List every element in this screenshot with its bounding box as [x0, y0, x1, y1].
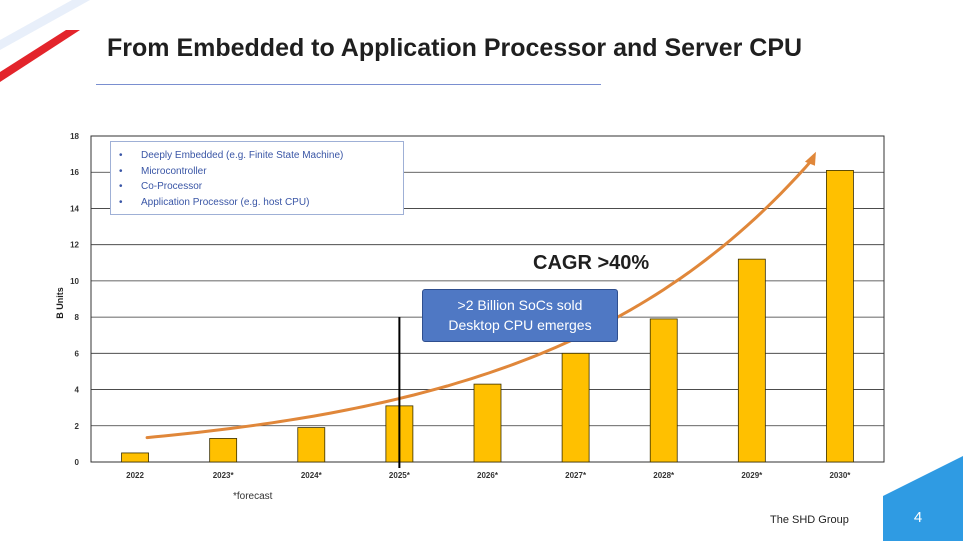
page-number-corner — [883, 456, 963, 541]
y-tick-label: 14 — [70, 204, 79, 213]
light-blue-stripe — [0, 0, 90, 50]
legend-item: • Deeply Embedded (e.g. Finite State Mach… — [119, 150, 344, 161]
y-tick-label: 12 — [70, 241, 79, 250]
x-tick-label: 2029* — [741, 471, 763, 480]
x-tick-label: 2024* — [301, 471, 323, 480]
title-underline — [96, 84, 601, 85]
callout-line-1: >2 Billion SoCs sold — [457, 297, 583, 313]
legend-item: • Application Processor (e.g. host CPU) — [119, 196, 310, 208]
bar — [826, 170, 854, 463]
y-tick-label: 0 — [75, 458, 80, 467]
trend-arrowhead — [804, 151, 816, 166]
corner-decoration — [0, 0, 90, 82]
slide-title: From Embedded to Application Processor a… — [107, 34, 803, 62]
legend-item: • Co-Processor — [119, 181, 203, 192]
y-tick-label: 8 — [75, 313, 80, 322]
y-tick-label: 18 — [70, 132, 79, 141]
cagr-annotation: CAGR >40% — [533, 252, 650, 274]
cagr-trend-line — [145, 156, 816, 440]
red-stripe — [0, 30, 80, 82]
y-axis-label: B Units — [55, 287, 65, 319]
bar — [121, 452, 149, 463]
legend-item: • Microcontroller — [119, 165, 207, 177]
soc-callout: >2 Billion SoCs sold Desktop CPU emerges — [422, 289, 618, 342]
footer-brand: The SHD Group — [770, 514, 849, 526]
forecast-note: *forecast — [233, 491, 273, 502]
page-number: 4 — [913, 509, 923, 526]
y-tick-label: 6 — [75, 349, 80, 358]
bar — [297, 427, 326, 463]
y-tick-label: 2 — [75, 422, 80, 431]
x-tick-label: 2027* — [565, 471, 587, 480]
x-tick-label: 2028* — [653, 471, 675, 480]
blue-corner-shape — [883, 456, 963, 541]
bar — [473, 383, 502, 463]
bar — [561, 352, 590, 463]
bar — [737, 258, 766, 463]
x-tick-label: 2025* — [389, 471, 411, 480]
y-tick-label: 4 — [75, 386, 80, 395]
y-tick-label: 16 — [70, 168, 79, 177]
bar — [209, 438, 238, 463]
x-tick-label: 2030* — [829, 471, 851, 480]
x-tick-label: 2022 — [126, 471, 144, 480]
x-tick-label: 2026* — [477, 471, 499, 480]
y-tick-label: 10 — [70, 277, 79, 286]
bar — [649, 318, 678, 463]
legend: • Deeply Embedded (e.g. Finite State Mach… — [110, 141, 404, 215]
callout-line-2: Desktop CPU emerges — [448, 317, 592, 333]
x-tick-label: 2023* — [213, 471, 235, 480]
